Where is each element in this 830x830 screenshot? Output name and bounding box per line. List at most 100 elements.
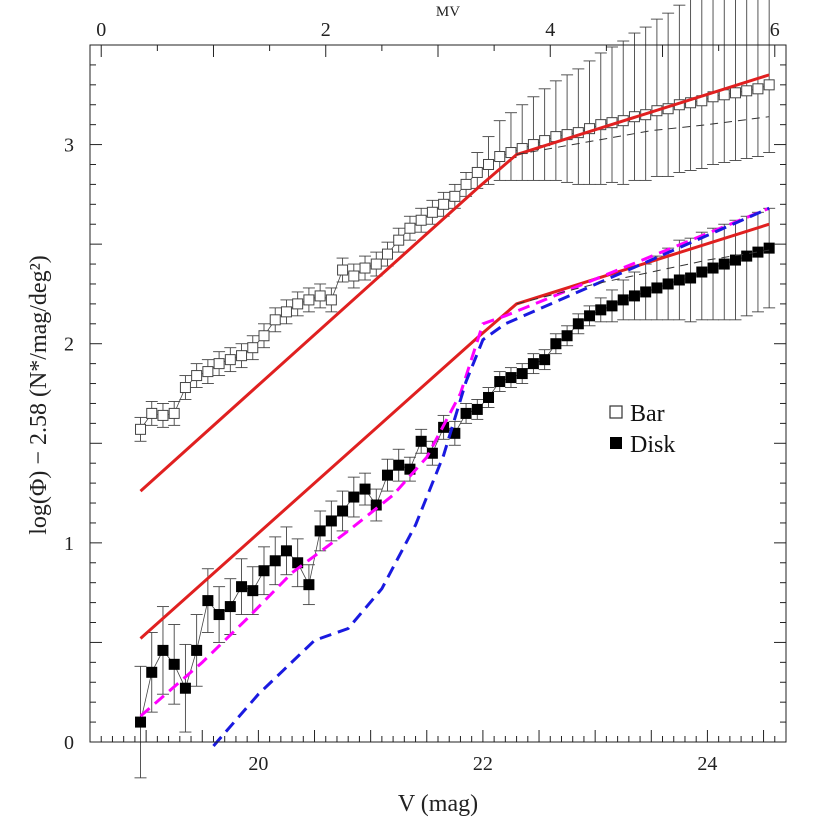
model-line — [212, 206, 770, 747]
model-line — [139, 73, 770, 493]
plot-frame — [89, 44, 787, 743]
legend: Bar Disk — [609, 401, 675, 458]
legend-disk-label: Disk — [630, 432, 675, 458]
bar-point — [426, 206, 438, 218]
model-line — [139, 222, 770, 640]
bar-point — [325, 294, 337, 306]
bar-point — [269, 314, 281, 326]
bar-point — [381, 248, 393, 260]
disk-point — [348, 491, 360, 503]
disk-point — [179, 682, 191, 694]
disk-point — [584, 310, 596, 322]
top-tick-label: 4 — [545, 19, 555, 41]
disk-point — [640, 286, 652, 298]
axes — [89, 44, 787, 743]
disk-point — [718, 258, 730, 270]
disk-point — [696, 266, 708, 278]
disk-point — [258, 565, 270, 577]
disk-point — [494, 376, 506, 388]
disk-point — [752, 246, 764, 258]
bar-point — [741, 85, 753, 97]
legend-bar-label: Bar — [630, 401, 665, 427]
y-tick-label: 0 — [64, 732, 74, 754]
x-axis-title: V (mag) — [398, 791, 478, 817]
disk-point — [337, 505, 349, 517]
bar-point — [393, 234, 405, 246]
bar-point — [729, 87, 741, 99]
disk-point — [539, 354, 551, 366]
disk-point — [741, 250, 753, 262]
model-line — [516, 116, 770, 156]
disk-point — [393, 459, 405, 471]
disk-point — [572, 318, 584, 330]
disk-point — [224, 601, 236, 613]
disk-point — [729, 254, 741, 266]
disk-point — [561, 330, 573, 342]
model-line — [139, 206, 770, 718]
bar-point — [303, 294, 315, 306]
y-tick-label: 1 — [64, 533, 74, 555]
disk-point — [763, 242, 775, 254]
y-tick-label: 3 — [64, 135, 74, 157]
disk-point — [213, 609, 225, 621]
disk-point — [483, 391, 495, 403]
bar-point — [460, 178, 472, 190]
disk-point — [651, 282, 663, 294]
bar-point — [292, 298, 304, 310]
bar-point — [483, 158, 495, 170]
bar-point — [752, 83, 764, 95]
bar-series — [134, 0, 776, 442]
bar-point — [337, 264, 349, 276]
disk-point — [359, 483, 371, 495]
bar-point — [179, 382, 191, 394]
top-axis-title: MV — [436, 4, 460, 20]
disk-point — [247, 585, 259, 597]
top-tick-label: 6 — [770, 19, 780, 41]
bar-point — [494, 151, 506, 163]
bar-point — [191, 370, 203, 382]
disk-point — [471, 403, 483, 415]
y-tick-label: 2 — [64, 334, 74, 356]
disk-point — [135, 716, 147, 728]
bar-point — [359, 262, 371, 274]
disk-point — [157, 644, 169, 656]
bar-point — [135, 423, 147, 435]
disk-point — [168, 658, 180, 670]
y-axis-title: log(Φ) − 2.58 (N*/mag/deg²) — [26, 255, 52, 535]
disk-point — [617, 294, 629, 306]
bar-point — [280, 306, 292, 318]
bar-point — [224, 354, 236, 366]
disk-point — [460, 407, 472, 419]
bar-point — [449, 190, 461, 202]
model-lines — [139, 73, 770, 747]
bar-point — [415, 214, 427, 226]
bar-point — [213, 358, 225, 370]
x-tick-label: 20 — [248, 753, 268, 775]
disk-point — [146, 666, 158, 678]
series-connector — [140, 247, 770, 723]
disk-series — [134, 207, 776, 779]
bar-point — [438, 198, 450, 210]
bar-point — [258, 330, 270, 342]
bar-point — [370, 258, 382, 270]
disk-point — [527, 358, 539, 370]
bar-point — [157, 409, 169, 421]
disk-point — [628, 290, 640, 302]
top-tick-label: 0 — [96, 19, 106, 41]
bar-point — [202, 366, 214, 378]
disk-point — [280, 545, 292, 557]
bar-point — [314, 290, 326, 302]
disk-point — [202, 595, 214, 607]
series-connector — [140, 84, 770, 430]
x-tick-label: 24 — [697, 753, 717, 775]
disk-point — [325, 515, 337, 527]
disk-point — [673, 274, 685, 286]
bar-point — [595, 119, 607, 131]
disk-point — [505, 372, 517, 384]
disk-point — [303, 579, 315, 591]
bar-point — [236, 350, 248, 362]
disk-point — [381, 469, 393, 481]
x-tick-label: 22 — [473, 753, 493, 775]
